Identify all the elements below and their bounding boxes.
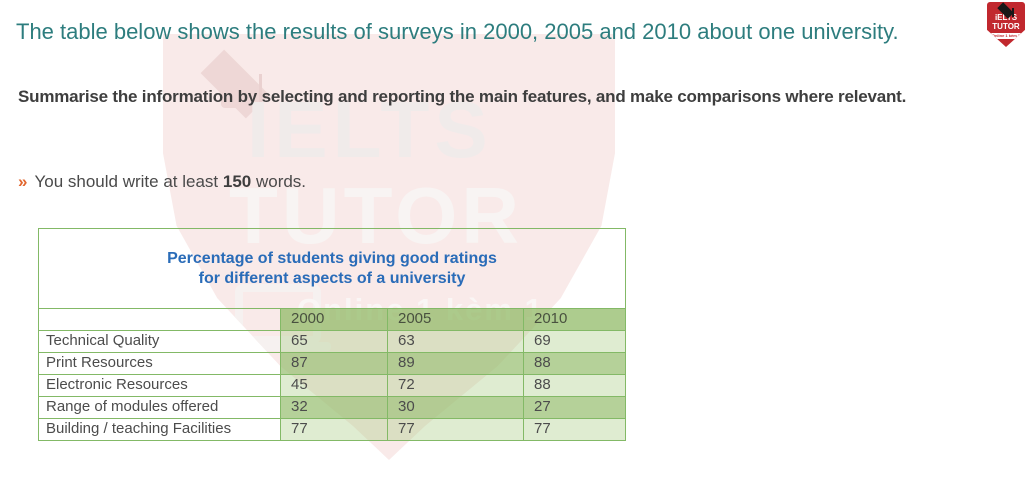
row-label: Electronic Resources xyxy=(46,376,188,393)
word-count-suffix: words. xyxy=(251,172,307,191)
table-row: Electronic Resources 45 72 88 xyxy=(39,374,625,396)
value-cell: 88 xyxy=(523,353,625,374)
value-cell: 63 xyxy=(387,331,523,352)
watermark-brand-line1: IELTS xyxy=(247,85,493,174)
row-label: Print Resources xyxy=(46,354,153,371)
value-cell: 77 xyxy=(280,419,387,440)
value-cell: 27 xyxy=(523,397,625,418)
watermark-brand-line2: TUTOR xyxy=(229,171,524,260)
task-instruction: Summarise the information by selecting a… xyxy=(18,87,907,106)
table-header-row: 2000 2005 2010 xyxy=(39,308,625,330)
brand-logo: iELTS TUTOR Online 1 kèm 1 xyxy=(987,2,1025,47)
chevron-right-icon: » xyxy=(18,172,28,191)
table-title: Percentage of students giving good ratin… xyxy=(39,229,625,308)
value-cell: 30 xyxy=(387,397,523,418)
table-row: Print Resources 87 89 88 xyxy=(39,352,625,374)
logo-cap-tassel xyxy=(1012,8,1014,17)
graduation-cap-base xyxy=(221,86,251,108)
value-cell: 45 xyxy=(280,375,387,396)
logo-banner: Online 1 kèm 1 xyxy=(991,33,1021,39)
year-header-2010: 2010 xyxy=(523,309,625,330)
value-cell: 65 xyxy=(280,331,387,352)
logo-text-line2: TUTOR xyxy=(992,22,1020,31)
year-header-2005: 2005 xyxy=(387,309,523,330)
graduation-cap-tassel xyxy=(259,74,262,114)
page-title: The table below shows the results of sur… xyxy=(16,19,899,44)
value-cell: 77 xyxy=(523,419,625,440)
value-cell: 77 xyxy=(387,419,523,440)
table-row: Range of modules offered 32 30 27 xyxy=(39,396,625,418)
header-empty-cell xyxy=(39,309,280,330)
value-cell: 87 xyxy=(280,353,387,374)
word-count-prefix: You should write at least xyxy=(34,172,223,191)
word-count-note: » You should write at least 150 words. xyxy=(18,172,306,192)
value-cell: 32 xyxy=(280,397,387,418)
year-header-2000: 2000 xyxy=(280,309,387,330)
table-row: Building / teaching Facilities 77 77 77 xyxy=(39,418,625,440)
row-label: Building / teaching Facilities xyxy=(46,420,232,437)
table-row: Technical Quality 65 63 69 xyxy=(39,330,625,352)
laptop-base xyxy=(225,342,331,351)
table-title-line1: Percentage of students giving good ratin… xyxy=(167,249,497,267)
value-cell: 89 xyxy=(387,353,523,374)
word-count-value: 150 xyxy=(222,172,252,191)
value-cell: 72 xyxy=(387,375,523,396)
table-title-line2: for different aspects of a university xyxy=(198,269,466,287)
row-label: Technical Quality xyxy=(46,332,160,349)
value-cell: 88 xyxy=(523,375,625,396)
row-label: Range of modules offered xyxy=(46,398,219,415)
ratings-table: Percentage of students giving good ratin… xyxy=(38,228,626,441)
value-cell: 69 xyxy=(523,331,625,352)
